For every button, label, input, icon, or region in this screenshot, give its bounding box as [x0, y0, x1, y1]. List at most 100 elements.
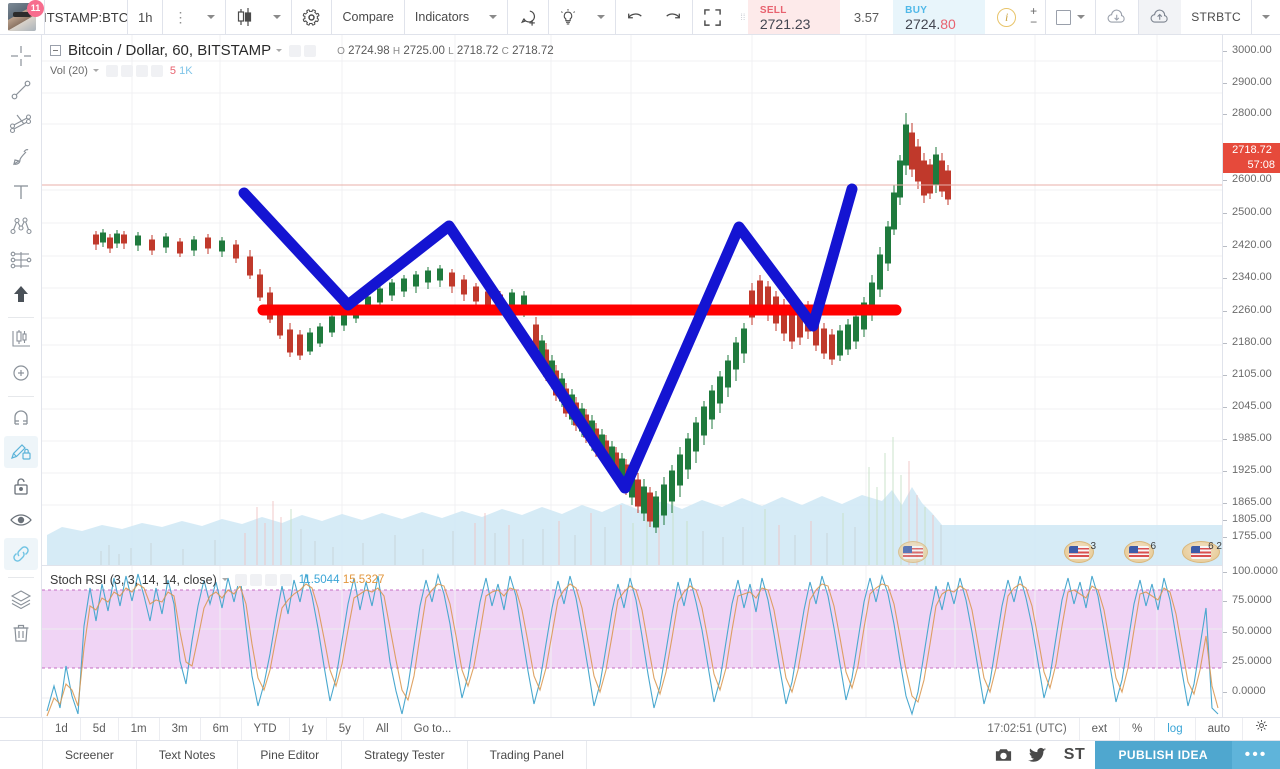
indicators-dropdown-button[interactable]	[479, 0, 507, 34]
ohlc-val-h: 2725.00	[403, 44, 445, 57]
timeframe-ytd[interactable]: YTD	[242, 718, 290, 740]
visibility-icon[interactable]	[234, 573, 247, 586]
drag-handle[interactable]: ⁞⁞	[740, 11, 746, 22]
flag-marker[interactable]: 6	[1124, 541, 1156, 563]
tab-pine-editor[interactable]: Pine Editor	[238, 741, 343, 769]
user-avatar[interactable]: 11	[0, 0, 44, 34]
arrow-up-icon[interactable]	[4, 278, 38, 310]
publish-more-button[interactable]: •••	[1232, 741, 1280, 769]
indicator-title[interactable]: Stoch RSI (3, 3, 14, 14, close)	[50, 572, 217, 587]
save-layout-button[interactable]	[1139, 0, 1182, 34]
chart-type-button[interactable]	[226, 0, 263, 34]
zoom-in-icon[interactable]	[4, 357, 38, 389]
ideas-button[interactable]	[549, 0, 587, 34]
extended-hours-toggle[interactable]: ext	[1078, 718, 1119, 740]
eye-icon[interactable]	[4, 504, 38, 536]
chart-type-dropdown-button[interactable]	[263, 0, 291, 34]
move-icon[interactable]	[135, 64, 148, 77]
decrease-button[interactable]: −	[1030, 15, 1038, 29]
collapse-icon[interactable]	[50, 45, 61, 56]
chart-container[interactable]: Bitcoin / Dollar, 60, BITSTAMP O 2724.98…	[42, 35, 1280, 757]
symbol-input[interactable]: BITSTAMP:BTCU	[45, 9, 127, 25]
undo-button[interactable]	[616, 0, 654, 34]
measure-icon[interactable]	[4, 323, 38, 355]
trend-line-icon[interactable]	[4, 74, 38, 106]
tab-strategy-tester[interactable]: Strategy Tester	[342, 741, 468, 769]
chevron-down-icon[interactable]	[221, 578, 228, 581]
drawing-mode-lock-icon[interactable]	[3, 436, 38, 468]
percent-scale-toggle[interactable]: %	[1119, 718, 1154, 740]
chart-properties-button[interactable]	[1242, 718, 1280, 740]
tab-text-notes[interactable]: Text Notes	[137, 741, 239, 769]
fullscreen-button[interactable]	[693, 0, 732, 34]
flag-marker[interactable]: 3	[1064, 541, 1096, 563]
timeframe-1y[interactable]: 1y	[290, 718, 327, 740]
remove-icon[interactable]	[279, 573, 292, 586]
sell-button[interactable]: SELL 2721.23	[747, 0, 840, 34]
order-info-button[interactable]: i	[985, 0, 1025, 34]
redo-button[interactable]	[654, 0, 692, 34]
go-to-button[interactable]: Go to...	[413, 723, 452, 735]
notification-badge[interactable]: 11	[27, 0, 44, 17]
price-pane[interactable]: 3 6 6 2	[42, 35, 1222, 565]
order-size-stepper[interactable]: + −	[1024, 0, 1045, 34]
layers-icon[interactable]	[4, 583, 38, 615]
chevron-down-icon[interactable]	[92, 69, 99, 72]
timeframe-5d[interactable]: 5d	[81, 718, 119, 740]
stocktwits-icon[interactable]: ST	[1063, 746, 1086, 763]
pattern-icon[interactable]	[4, 210, 38, 242]
volume-label[interactable]: Vol (20)	[50, 64, 88, 77]
trash-icon[interactable]	[4, 617, 38, 649]
auto-scale-toggle[interactable]: auto	[1194, 718, 1242, 740]
settings-icon[interactable]	[249, 573, 262, 586]
link-icon[interactable]	[3, 538, 38, 570]
chart-settings-button[interactable]	[292, 0, 331, 34]
symbol-title[interactable]: Bitcoin / Dollar, 60, BITSTAMP	[68, 42, 272, 59]
move-icon[interactable]	[264, 573, 277, 586]
visibility-icon[interactable]	[289, 44, 302, 57]
timeframe-5y[interactable]: 5y	[327, 718, 364, 740]
indicators-button[interactable]: Indicators	[414, 10, 470, 24]
timeframe-all[interactable]: All	[364, 718, 402, 740]
price-axis[interactable]: 3000.00 2900.00 2800.00 2718.72 57:08 26…	[1222, 35, 1280, 734]
log-scale-toggle[interactable]: log	[1154, 718, 1194, 740]
tab-screener[interactable]: Screener	[42, 741, 137, 769]
crosshair-icon[interactable]	[4, 40, 38, 72]
twitter-icon[interactable]	[1021, 741, 1055, 769]
layout-button[interactable]	[1046, 0, 1095, 34]
ideas-dropdown-button[interactable]	[587, 0, 615, 34]
fib-retracement-icon[interactable]	[4, 108, 38, 140]
visibility-icon[interactable]	[105, 64, 118, 77]
forecast-icon[interactable]	[4, 244, 38, 276]
flag-marker[interactable]	[898, 541, 928, 563]
timeframe-dropdown-button[interactable]	[197, 0, 225, 34]
tab-trading-panel[interactable]: Trading Panel	[468, 741, 587, 769]
alert-button[interactable]	[508, 0, 548, 34]
magnet-icon[interactable]	[4, 402, 38, 434]
settings-icon[interactable]	[120, 64, 133, 77]
text-icon[interactable]	[4, 176, 38, 208]
indicator-pane[interactable]: Stoch RSI (3, 3, 14, 14, close) 11.5044 …	[42, 566, 1222, 735]
chevron-down-icon[interactable]	[276, 49, 283, 52]
increase-button[interactable]: +	[1030, 4, 1038, 18]
more-timeframes-button[interactable]: ⋮	[163, 0, 197, 34]
timeframe-1m[interactable]: 1m	[119, 718, 160, 740]
settings-icon[interactable]	[304, 44, 317, 57]
load-layout-button[interactable]	[1096, 0, 1138, 34]
flag-marker[interactable]: 6 2	[1182, 541, 1222, 563]
timeframe-1d[interactable]: 1d	[42, 718, 81, 740]
price-tick-label: 1755.00	[1232, 530, 1272, 542]
compare-button[interactable]: Compare	[342, 10, 394, 24]
buy-button[interactable]: BUY 2724.80	[893, 0, 986, 34]
layout-menu-button[interactable]	[1252, 0, 1280, 34]
pane-divider[interactable]	[42, 565, 1280, 566]
timeframe-3m[interactable]: 3m	[160, 718, 201, 740]
layout-name[interactable]: STRBTC	[1191, 10, 1241, 24]
lock-open-icon[interactable]	[4, 470, 38, 502]
camera-icon[interactable]	[987, 741, 1021, 769]
timeframe-button[interactable]: 1h	[138, 9, 153, 25]
timeframe-6m[interactable]: 6m	[201, 718, 242, 740]
brush-icon[interactable]	[4, 142, 38, 174]
remove-icon[interactable]	[150, 64, 163, 77]
publish-idea-button[interactable]: PUBLISH IDEA	[1094, 741, 1232, 769]
